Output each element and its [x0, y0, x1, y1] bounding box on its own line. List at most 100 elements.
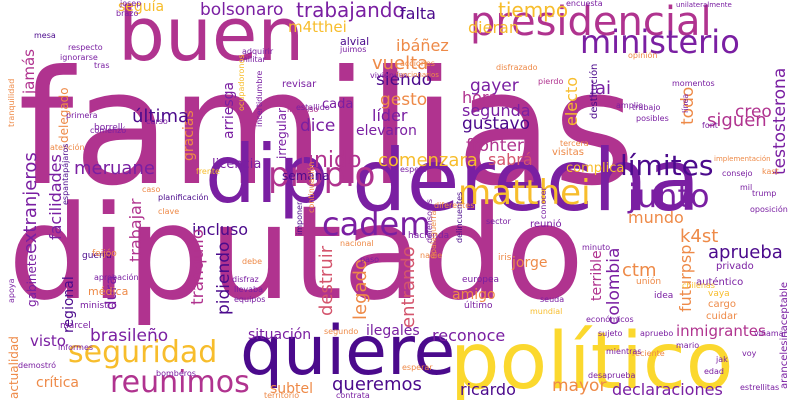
word-queremos: queremos [332, 374, 422, 395]
word-unilateralmente: unilateralmente [676, 1, 732, 9]
word-mesa: mesa [34, 31, 56, 40]
word-minuto: minuto [582, 243, 611, 252]
word-demostro: demostró [18, 361, 56, 370]
word-espero: esperó [400, 165, 428, 174]
word-derecha: derecha [352, 131, 701, 231]
word-cargo: cargo [708, 299, 737, 310]
word-font: font [702, 121, 718, 130]
word-iris: iris [498, 253, 512, 263]
word-ignorarse: ignorarse [60, 53, 98, 62]
word-elevaron: elevaron [356, 123, 417, 139]
word-sujeto: sujeto [598, 329, 623, 338]
word-propio: propio [268, 155, 376, 195]
word-apoya: apoya [7, 278, 16, 304]
word-consejo: consejo [722, 169, 753, 178]
word-josep: josep [120, 0, 142, 8]
word-adquirir: adquirir [242, 47, 274, 56]
word-lider: líder [372, 106, 408, 125]
word-dieran: dieran [468, 18, 519, 37]
word-privado: privado [716, 261, 754, 272]
word-atencion: atención [50, 143, 85, 152]
word-ilegales: ilegales [366, 323, 420, 339]
word-legado: legado [350, 259, 371, 321]
word-trabajando: trabajando [296, 0, 405, 22]
word-tranquilo: tranquilo [188, 229, 208, 306]
word-mundial: mundial [530, 307, 563, 316]
word-funcionarios: funcionarios [396, 71, 439, 79]
word-brasileno: brasileño [90, 326, 169, 346]
word-frontera: frontera [466, 136, 535, 156]
word-desaprueba: desaprueba [588, 371, 636, 380]
word-continuacion: continuación [307, 161, 316, 214]
word-caso: caso [142, 185, 161, 194]
word-jorge: jorge [512, 255, 548, 271]
word-viviendas: viviendas [370, 71, 409, 80]
word-respecto: respecto [68, 43, 103, 52]
word-hacienda: hacienda [408, 231, 450, 241]
word-ricardo: ricardo [460, 380, 516, 399]
word-jamas: jamás [20, 48, 38, 94]
word-curso: curso [146, 117, 168, 126]
word-amplio: amplio [616, 101, 644, 110]
word-encuesta: encuesta [566, 0, 603, 8]
word-buen: buen [118, 0, 305, 78]
word-europea: europea [462, 275, 500, 285]
word-terrible: terrible [589, 249, 605, 301]
word-comenzo: comenzó [90, 126, 127, 135]
word-complica: complica [566, 161, 625, 176]
word-semana: semana [282, 169, 330, 183]
word-mientras: mientras [606, 347, 642, 356]
word-visto: visto [30, 332, 66, 350]
word-incluso: incluso [192, 220, 249, 239]
word-oposicion: oposición [750, 205, 788, 214]
word-alvial: alvial [340, 35, 370, 48]
word-tiempo: tiempo [498, 0, 569, 22]
word-ultima: última [132, 106, 190, 127]
word-militar: militar [240, 55, 266, 64]
word-informes: informes [58, 343, 94, 352]
word-trump: trump [752, 189, 777, 198]
word-vuelta: vuelta [372, 53, 429, 74]
word-matthei: matthei [458, 173, 591, 213]
word-junto: junto [628, 177, 710, 215]
word-presidencial: presidencial [470, 0, 712, 45]
word-m4tthei: m4tthei [288, 18, 347, 36]
word-amigo: amigo [452, 287, 496, 303]
word-delincuentes: delincuentes [455, 191, 464, 244]
word-revisar: revisar [282, 79, 317, 90]
word-irregular: irregular [275, 107, 289, 159]
word-aprueba: aprueba [708, 242, 783, 263]
word-aprobacion: aprobación [94, 273, 139, 282]
word-cuidar: cuidar [706, 311, 738, 322]
word-destitucion: destitución [589, 63, 600, 119]
word-noalaguerra: noalaguerra [429, 210, 438, 260]
word-declaraciones: declaraciones [612, 380, 723, 399]
word-comenzara: comenzara [378, 150, 478, 171]
word-debe: debe [242, 257, 262, 266]
word-ctm: ctm [622, 260, 657, 281]
word-espantapajaros: espantapájaros [61, 143, 70, 206]
word-territorio: territorio [264, 391, 300, 400]
word-dice: dice [300, 116, 336, 136]
word-reconoce: reconoce [432, 326, 506, 345]
word-disfraz: disfraz [232, 275, 259, 284]
word-trabajo: trabajo [632, 103, 661, 112]
word-union: unión [636, 277, 662, 287]
word-impulso: impulso [287, 105, 319, 114]
word-k4st: k4st [680, 226, 719, 247]
word-segundo: segundo [324, 327, 359, 336]
word-marcel: marcel [60, 321, 91, 331]
word-gabinete: gabinete [25, 253, 39, 307]
word-chilenas: chilenas [682, 281, 715, 290]
word-quiere: quiere [240, 312, 456, 391]
word-imponer: imponer [295, 201, 304, 236]
word-guerra: guerra [82, 251, 112, 261]
word-medica: médica [88, 285, 129, 298]
word-unido: unido [300, 148, 362, 173]
word-estrellitas: estrellitas [740, 383, 780, 392]
word-apruebo: apruebo [640, 329, 674, 338]
word-segunda: segunda [462, 101, 531, 120]
word-hora: hora [462, 88, 499, 107]
word-idea: idea [654, 291, 674, 301]
word-limites: límites [620, 149, 714, 182]
